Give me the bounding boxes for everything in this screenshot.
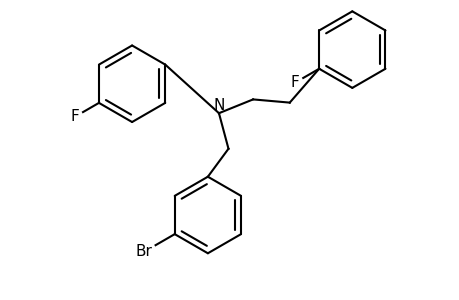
Text: F: F [290,75,299,90]
Text: F: F [70,110,79,124]
Text: N: N [213,98,224,113]
Text: Br: Br [135,244,152,259]
